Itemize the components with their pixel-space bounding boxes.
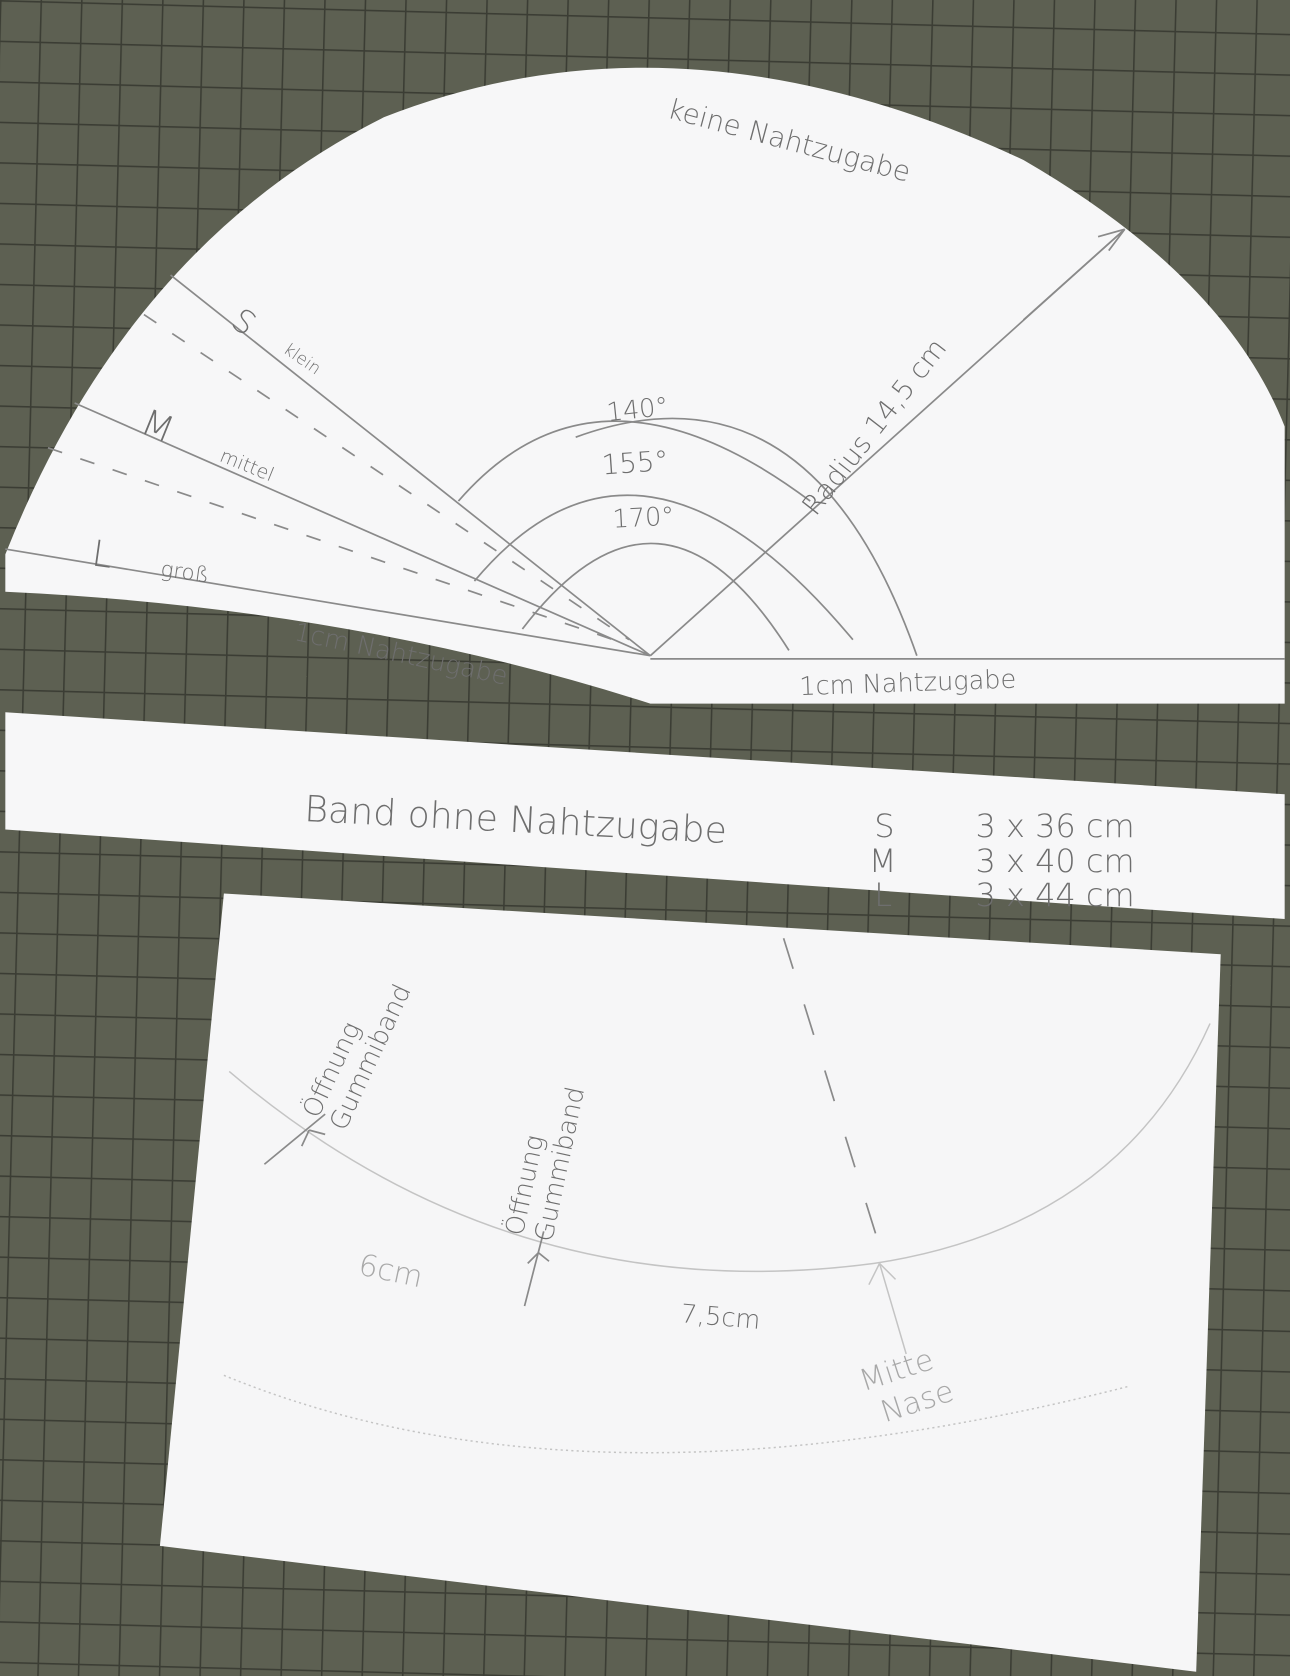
dims: 3 x 36 cm — [975, 807, 1134, 845]
angle: 170° — [612, 502, 675, 535]
dims: 3 x 44 cm — [975, 876, 1134, 914]
size: M — [869, 842, 897, 880]
angle: 140° — [605, 392, 669, 428]
angle: 155° — [601, 444, 670, 482]
bottom-pattern-piece: ÖffnungGummiband ÖffnungGummiband 6cm 7,… — [160, 893, 1221, 1671]
dims: 3 x 40 cm — [975, 842, 1134, 880]
size: L — [874, 876, 892, 914]
page: {"top_piece": {"note_top": "keine Nahtzu… — [0, 0, 1290, 1676]
paper — [160, 893, 1221, 1671]
photo: keine Nahtzugabe S klein M mittel L groß… — [0, 0, 1290, 1676]
size: S — [874, 807, 894, 845]
